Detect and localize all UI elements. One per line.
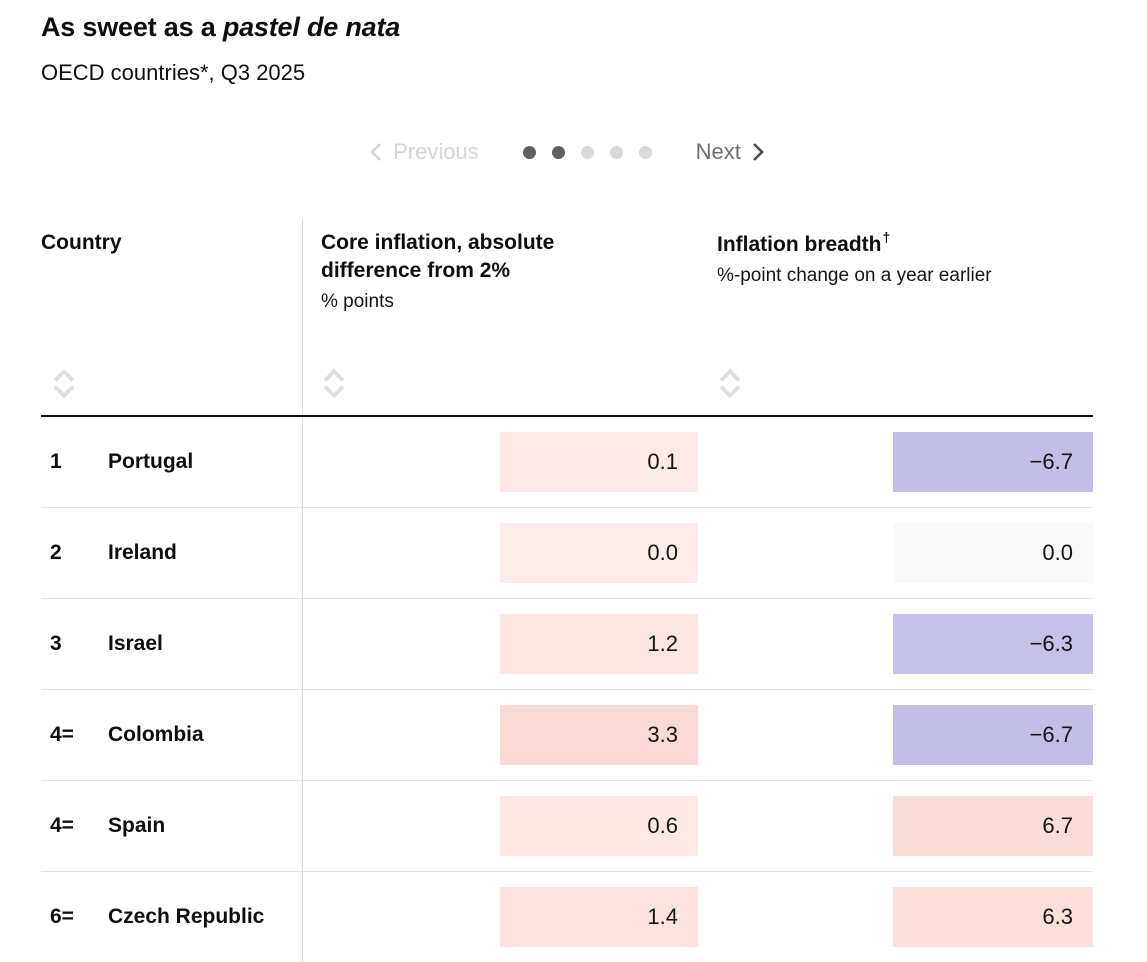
core-inflation-value-cell: 1.4 xyxy=(500,887,698,947)
rank-label: 3 xyxy=(50,632,62,655)
data-table: Country Core inflation, absolute differe… xyxy=(41,219,1093,962)
pagination: Previous Next xyxy=(41,139,1093,165)
column-header-country: Country xyxy=(41,219,302,415)
table-header: Country Core inflation, absolute differe… xyxy=(41,219,1093,417)
core-inflation-value: 1.4 xyxy=(647,904,678,929)
table-row: 6= Czech Republic 1.4 6.3 xyxy=(41,871,1093,962)
core-inflation-value-cell: 0.1 xyxy=(500,432,698,492)
table-row: 3 Israel 1.2 −6.3 xyxy=(41,598,1093,689)
inflation-breadth-value: −6.7 xyxy=(1029,722,1073,747)
inflation-breadth-value: −6.3 xyxy=(1029,631,1073,656)
previous-label: Previous xyxy=(393,139,479,164)
country-name: Ireland xyxy=(108,541,177,564)
rank-label: 4= xyxy=(50,814,74,837)
country-cell: 4= Spain xyxy=(41,814,302,838)
sort-icon xyxy=(53,368,75,399)
sort-icon xyxy=(719,368,741,399)
core-inflation-value: 0.6 xyxy=(647,813,678,838)
column-header-inflation-breadth: Inflation breadth† %-point change on a y… xyxy=(698,219,1093,415)
rank-label: 1 xyxy=(50,450,62,473)
core-inflation-value-cell: 1.2 xyxy=(500,614,698,674)
table-row: 4= Colombia 3.3 −6.7 xyxy=(41,689,1093,780)
rank-label: 6= xyxy=(50,905,74,928)
column-divider xyxy=(302,219,303,962)
inflation-breadth-value-cell: 6.3 xyxy=(893,887,1093,947)
country-name: Czech Republic xyxy=(108,905,265,928)
inflation-breadth-value: 0.0 xyxy=(1042,540,1073,565)
inflation-breadth-value: 6.3 xyxy=(1042,904,1073,929)
pagination-dot[interactable] xyxy=(522,145,536,159)
inflation-breadth-value-cell: 6.7 xyxy=(893,796,1093,856)
inflation-breadth-value-cell: −6.7 xyxy=(893,432,1093,492)
page-subtitle: OECD countries*, Q3 2025 xyxy=(41,60,306,85)
chevron-left-icon xyxy=(370,142,382,162)
country-cell: 3 Israel xyxy=(41,632,302,656)
rank-label: 4= xyxy=(50,723,74,746)
table-row: 4= Spain 0.6 6.7 xyxy=(41,780,1093,871)
core-inflation-value-cell: 0.6 xyxy=(500,796,698,856)
pagination-dot[interactable] xyxy=(580,145,594,159)
country-cell: 2 Ireland xyxy=(41,541,302,565)
inflation-breadth-value-cell: −6.7 xyxy=(893,705,1093,765)
table-row: 1 Portugal 0.1 −6.7 xyxy=(41,417,1093,507)
inflation-breadth-value: −6.7 xyxy=(1029,449,1073,474)
core-inflation-value-cell: 3.3 xyxy=(500,705,698,765)
core-inflation-value: 0.1 xyxy=(647,449,678,474)
country-name: Israel xyxy=(108,632,163,655)
core-inflation-value-cell: 0.0 xyxy=(500,523,698,583)
page-title-plain: As sweet as a xyxy=(41,12,223,42)
column-label-inflation-breadth: Inflation breadth† xyxy=(717,229,891,256)
country-cell: 6= Czech Republic xyxy=(41,905,302,929)
core-inflation-value: 0.0 xyxy=(647,540,678,565)
country-name: Spain xyxy=(108,814,166,837)
pagination-dots xyxy=(522,145,652,159)
inflation-breadth-value: 6.7 xyxy=(1042,813,1073,838)
table-body: 1 Portugal 0.1 −6.7 2 Ireland 0.0 0.0 3 Israel 1.2… xyxy=(41,417,1093,962)
core-inflation-value: 3.3 xyxy=(647,722,678,747)
column-unit-inflation-breadth: %-point change on a year earlier xyxy=(717,264,992,286)
country-name: Colombia xyxy=(108,723,204,746)
page-title-italic: pastel de nata xyxy=(222,12,401,42)
rank-label: 2 xyxy=(50,541,62,564)
inflation-breadth-value-cell: 0.0 xyxy=(893,523,1093,583)
next-button[interactable]: Next xyxy=(696,139,764,165)
country-cell: 1 Portugal xyxy=(41,450,302,474)
pagination-dot[interactable] xyxy=(638,145,652,159)
inflation-breadth-value-cell: −6.3 xyxy=(893,614,1093,674)
country-name: Portugal xyxy=(108,450,194,473)
dagger-footnote-mark: † xyxy=(882,229,891,245)
previous-button[interactable]: Previous xyxy=(370,139,479,165)
table-row: 2 Ireland 0.0 0.0 xyxy=(41,507,1093,598)
sort-button-country[interactable] xyxy=(51,368,77,399)
column-header-core-inflation: Core inflation, absolute difference from… xyxy=(302,219,698,415)
sort-button-inflation-breadth[interactable] xyxy=(717,368,743,399)
column-unit-core-inflation: % points xyxy=(321,290,394,312)
chevron-right-icon xyxy=(752,142,764,162)
country-cell: 4= Colombia xyxy=(41,723,302,747)
core-inflation-value: 1.2 xyxy=(647,631,678,656)
column-label-country: Country xyxy=(41,231,122,254)
column-label-core-inflation: Core inflation, absolute difference from… xyxy=(321,231,555,282)
pagination-dot[interactable] xyxy=(609,145,623,159)
page-title: As sweet as a pastel de nata xyxy=(41,12,1093,43)
next-label: Next xyxy=(695,139,741,164)
pagination-dot[interactable] xyxy=(551,145,565,159)
sort-button-core-inflation[interactable] xyxy=(321,368,347,399)
sort-icon xyxy=(323,368,345,399)
